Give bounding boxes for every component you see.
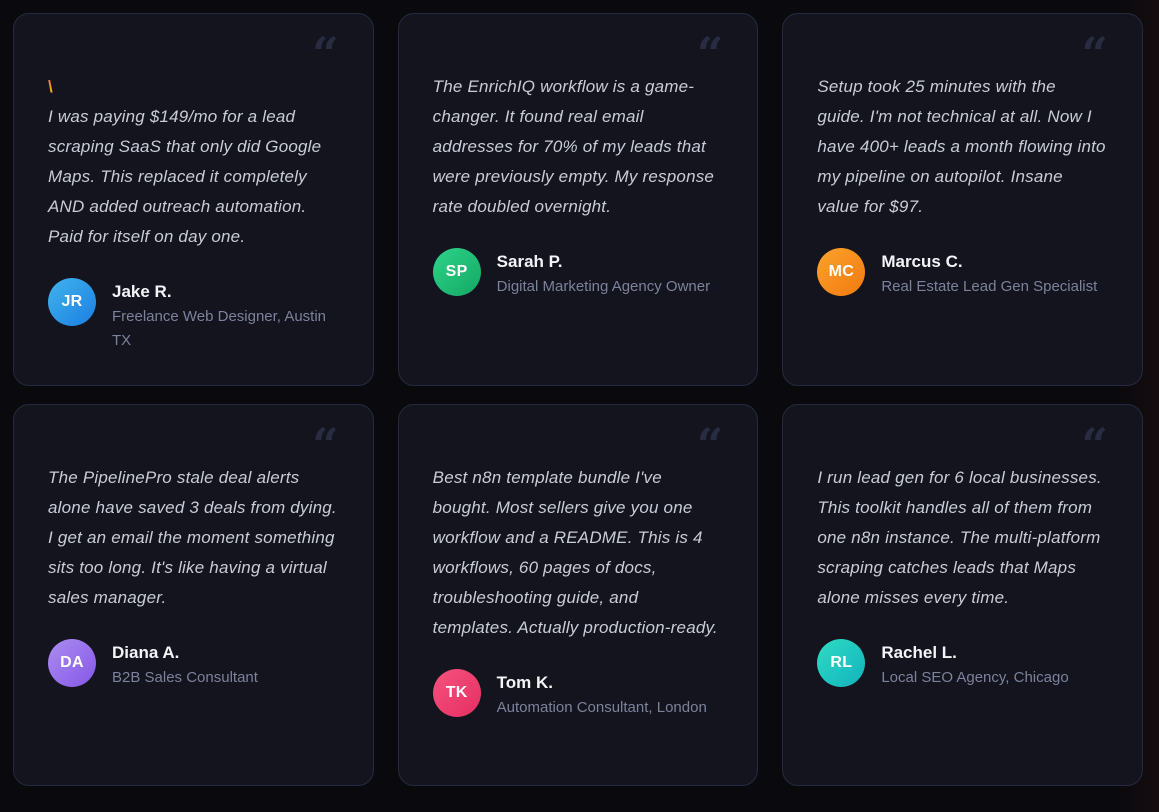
testimonial-card-tom: “ Best n8n template bundle I've bought. … [397, 404, 759, 786]
quote-icon: “ [312, 418, 339, 472]
testimonial-author: JR Jake R. Freelance Web Designer, Austi… [48, 278, 339, 353]
author-name: Rachel L. [881, 643, 957, 662]
author-meta: Sarah P. Digital Marketing Agency Owner [497, 248, 710, 299]
avatar: DA [48, 639, 96, 687]
quote-prefix: \ [48, 72, 53, 102]
avatar-initials: TK [445, 684, 468, 701]
author-title: Real Estate Lead Gen Specialist [881, 278, 1098, 295]
testimonial-author: TK Tom K. Automation Consultant, London [432, 669, 724, 720]
avatar: MC [817, 248, 866, 296]
avatar-initials: DA [60, 654, 84, 671]
avatar: JR [48, 278, 96, 326]
testimonial-quote: The PipelinePro stale deal alerts alone … [48, 468, 337, 607]
quote-icon: “ [1081, 27, 1108, 81]
testimonial-quote: I was paying $149/mo for a lead scraping… [48, 107, 322, 246]
testimonial-author: DA Diana A. B2B Sales Consultant [48, 639, 339, 690]
author-title: Freelance Web Designer, Austin TX [112, 308, 327, 349]
author-name: Diana A. [112, 643, 180, 662]
testimonial-author: RL Rachel L. Local SEO Agency, Chicago [817, 639, 1108, 690]
testimonials-grid: “ \ I was paying $149/mo for a lead scra… [13, 13, 1143, 786]
author-title: B2B Sales Consultant [112, 669, 258, 686]
testimonial-quote: I run lead gen for 6 local businesses. T… [817, 468, 1102, 607]
avatar-initials: MC [828, 263, 855, 280]
author-meta: Jake R. Freelance Web Designer, Austin T… [112, 278, 339, 353]
avatar-initials: RL [830, 654, 853, 671]
author-meta: Tom K. Automation Consultant, London [497, 669, 707, 720]
avatar-initials: SP [445, 263, 468, 280]
avatar-initials: JR [61, 293, 83, 310]
quote-icon: “ [696, 27, 724, 81]
quote-icon: “ [312, 27, 339, 81]
testimonial-card-diana: “ The PipelinePro stale deal alerts alon… [13, 404, 374, 786]
avatar: SP [432, 248, 481, 296]
quote-icon: “ [696, 418, 724, 472]
testimonial-quote: Setup took 25 minutes with the guide. I'… [817, 77, 1106, 216]
author-name: Marcus C. [881, 252, 963, 271]
author-meta: Rachel L. Local SEO Agency, Chicago [881, 639, 1068, 690]
author-meta: Diana A. B2B Sales Consultant [112, 639, 258, 690]
author-name: Tom K. [496, 673, 554, 692]
testimonial-card-rachel: “ I run lead gen for 6 local businesses.… [782, 404, 1143, 786]
avatar: RL [817, 639, 866, 687]
testimonial-card-marcus: “ Setup took 25 minutes with the guide. … [782, 13, 1143, 386]
testimonial-card-sarah: “ The EnrichIQ workflow is a game-change… [397, 13, 759, 386]
author-name: Sarah P. [496, 252, 563, 271]
testimonial-author: SP Sarah P. Digital Marketing Agency Own… [432, 248, 724, 299]
testimonial-quote: Best n8n template bundle I've bought. Mo… [432, 468, 718, 637]
testimonial-card-jake: “ \ I was paying $149/mo for a lead scra… [13, 13, 374, 386]
avatar: TK [432, 669, 481, 717]
testimonial-author: MC Marcus C. Real Estate Lead Gen Specia… [817, 248, 1108, 299]
author-title: Local SEO Agency, Chicago [881, 669, 1069, 686]
author-title: Automation Consultant, London [496, 699, 707, 716]
testimonial-quote: The EnrichIQ workflow is a game-changer.… [432, 77, 715, 216]
author-title: Digital Marketing Agency Owner [496, 278, 711, 295]
author-name: Jake R. [112, 282, 172, 301]
author-meta: Marcus C. Real Estate Lead Gen Specialis… [881, 248, 1097, 299]
quote-icon: “ [1081, 418, 1108, 472]
